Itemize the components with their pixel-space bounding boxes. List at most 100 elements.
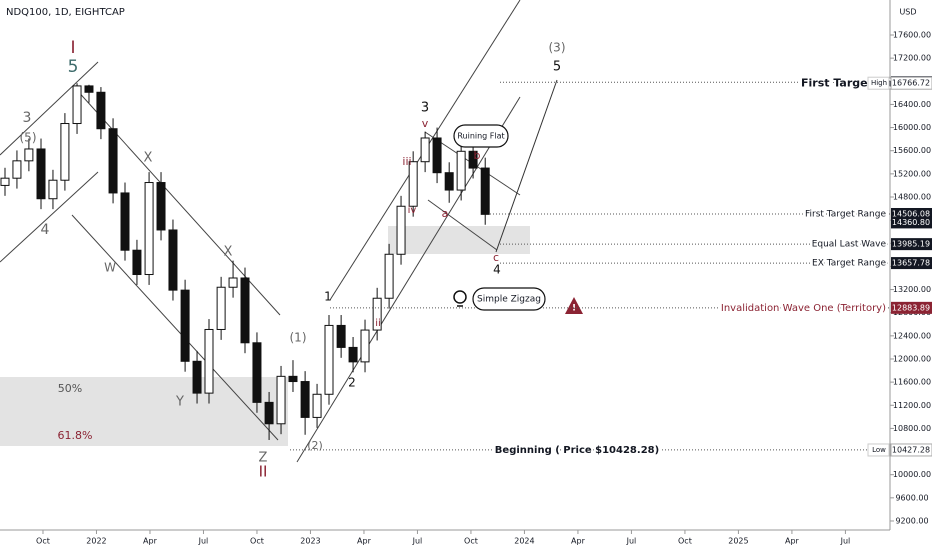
candle-body: [108, 128, 118, 194]
candle-body: [84, 85, 94, 93]
level-label: Beginning ( Price $10428.28): [495, 445, 659, 456]
wave-label: iv: [408, 205, 417, 216]
candle: [228, 260, 238, 298]
callout-text: Ruining Flat: [457, 132, 504, 141]
price-tag-badge-label: High: [871, 79, 887, 87]
candle-body: [276, 375, 286, 425]
candle-body: [456, 150, 466, 191]
y-tick-label: 15600.00: [893, 146, 931, 155]
candle-body: [336, 324, 346, 348]
candle-body: [204, 328, 214, 394]
candle: [84, 84, 94, 103]
candle-body: [192, 360, 202, 394]
currency: USD: [899, 8, 916, 17]
wave-label: ii: [375, 318, 381, 329]
fib-label: 61.8%: [58, 429, 93, 442]
wave-label: W: [104, 261, 116, 275]
wave-label: 3: [23, 110, 32, 126]
candle-body: [252, 342, 262, 403]
x-tick-label: Oct: [250, 537, 264, 546]
candle-body: [12, 160, 22, 179]
candle: [288, 360, 298, 392]
wave-label: v: [422, 117, 429, 130]
wave-label: II: [259, 463, 268, 481]
price-tag-badge: [867, 443, 890, 457]
x-tick-label: Jul: [412, 537, 423, 546]
level-label: Invalidation Wave One (Territory): [721, 303, 886, 314]
trend-line: [71, 214, 279, 441]
x-tick-label: Apr: [571, 537, 586, 546]
x-tick-label: Oct: [464, 537, 478, 546]
candle-body: [444, 172, 454, 191]
wave-label: I: [70, 38, 75, 58]
y-tick-label: 16000.00: [893, 123, 931, 132]
candle: [12, 150, 22, 189]
candle-body: [132, 249, 142, 276]
price-tag-label: 13657.78: [892, 259, 930, 268]
wave-label: 5: [553, 60, 561, 75]
trend-line: [296, 96, 521, 463]
candle: [456, 140, 466, 201]
candle: [252, 332, 262, 413]
candle: [312, 383, 322, 428]
price-tag-label: 14360.80: [892, 218, 930, 227]
wave-label: 4: [41, 222, 50, 238]
y-tick-label: 17600.00: [893, 31, 931, 40]
candle-body: [408, 161, 418, 207]
wave-label: 5: [68, 57, 79, 77]
trend-line: [0, 171, 99, 263]
price-tag-label: 13985.19: [892, 240, 930, 249]
candle: [348, 336, 358, 373]
wave-label: 3: [421, 101, 429, 116]
candle: [36, 138, 46, 210]
price-tag-label: 14506.08: [892, 209, 930, 218]
y-tick-label: 14800.00: [893, 192, 931, 201]
candle-body: [72, 85, 82, 125]
candle: [264, 391, 274, 440]
candle: [72, 83, 82, 134]
wave-label: Y: [175, 395, 184, 410]
price-tag-label: 10427.28: [892, 445, 930, 454]
candle: [0, 167, 10, 196]
y-tick-label: 17200.00: [893, 54, 931, 63]
level-label: Equal Last Wave: [812, 240, 887, 250]
fib-label: 50%: [58, 382, 82, 395]
candle: [420, 131, 430, 173]
trend-line: [0, 61, 99, 156]
candle: [216, 276, 226, 340]
y-tick-label: 16400.00: [893, 100, 931, 109]
y-tick-label: 9200.00: [895, 516, 928, 525]
candle-body: [96, 91, 106, 130]
trend-line: [74, 87, 281, 316]
wave-label: b: [474, 149, 481, 162]
projection-line: [495, 79, 558, 253]
candle: [432, 127, 442, 184]
candle: [240, 267, 250, 354]
callout-text: Simple Zigzag: [477, 295, 541, 305]
candle: [444, 162, 454, 203]
x-tick-label: Oct: [36, 537, 50, 546]
candle-body: [144, 182, 154, 276]
svg-text:!: !: [572, 304, 576, 314]
y-tick-label: 9600.00: [895, 493, 928, 502]
candle: [480, 157, 490, 225]
chart-title: NDQ100, 1D, EIGHTCAP: [6, 7, 125, 18]
price-tag: [891, 257, 932, 270]
candle-body: [384, 253, 394, 299]
candle: [168, 219, 178, 301]
wave-label: (1): [290, 331, 307, 345]
x-tick-label: 2024: [514, 537, 534, 546]
x-tick-label: Apr: [357, 537, 372, 546]
candle: [300, 371, 310, 435]
candle-body: [420, 137, 430, 163]
candle: [96, 87, 106, 140]
y-tick-label: 12400.00: [893, 331, 931, 340]
candle-body: [24, 148, 34, 162]
candle-body: [0, 177, 10, 186]
candle-body: [312, 393, 322, 418]
fib-zone: [0, 377, 288, 446]
target-zone: [388, 226, 530, 254]
wave-label: 2: [348, 376, 356, 390]
candle: [204, 319, 214, 404]
